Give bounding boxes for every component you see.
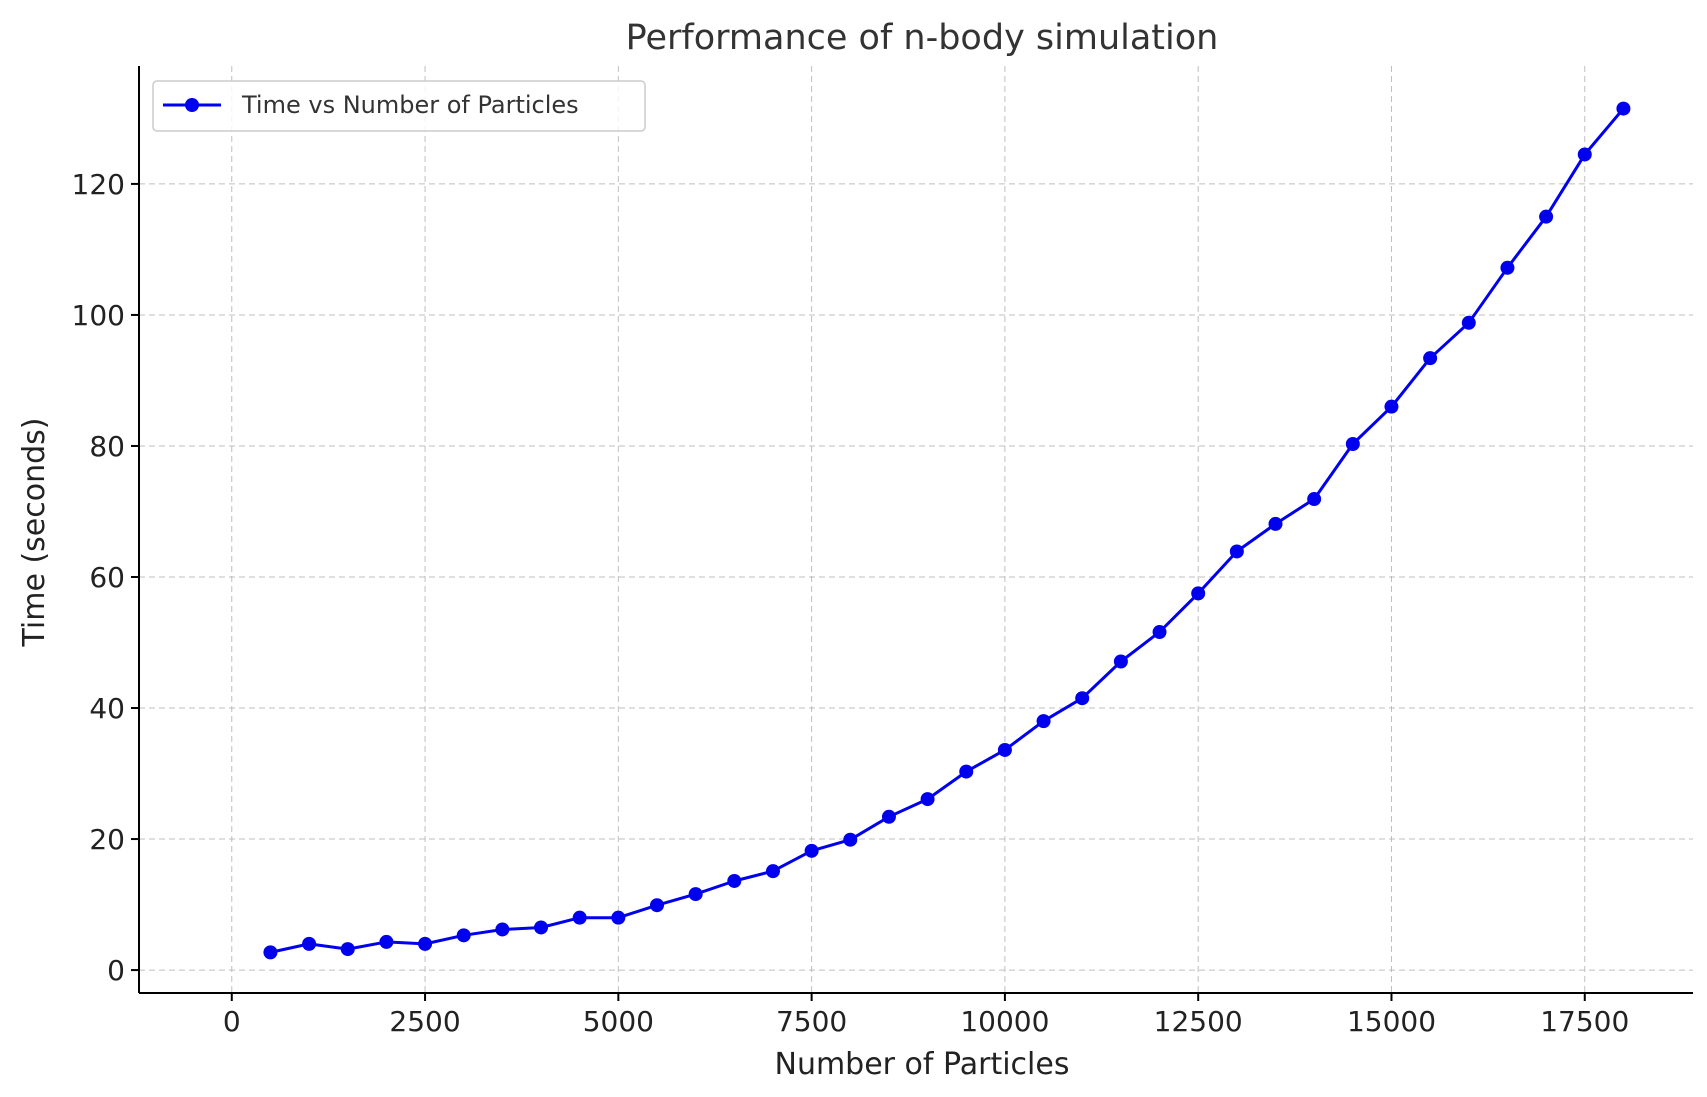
y-tick-label: 0 — [107, 954, 125, 987]
series-line — [270, 107, 1625, 954]
y-tick-label: 120 — [72, 168, 125, 201]
x-tick-label: 5000 — [583, 1005, 654, 1038]
data-point — [456, 928, 471, 943]
y-tick-label: 80 — [89, 430, 125, 463]
x-tick-label: 10000 — [960, 1005, 1049, 1038]
data-point — [650, 898, 664, 913]
chart-title: Performance of n-body simulation — [626, 18, 1219, 58]
data-point — [379, 934, 394, 949]
data-point — [1229, 544, 1244, 559]
data-point — [263, 945, 278, 960]
data-point — [1113, 654, 1128, 669]
data-point — [1539, 209, 1554, 224]
x-tick-label: 0 — [223, 1005, 241, 1038]
y-axis-label: Time (seconds) — [17, 418, 52, 648]
x-axis-label: Number of Particles — [775, 1047, 1070, 1082]
x-tick-label: 2500 — [389, 1005, 460, 1038]
x-tick-label: 15000 — [1347, 1005, 1436, 1038]
data-point — [959, 764, 974, 779]
data-point — [1191, 586, 1206, 601]
y-tick-label: 100 — [72, 299, 125, 332]
y-tick-label: 40 — [89, 692, 125, 725]
data-point — [1152, 625, 1167, 640]
x-tick-label: 12500 — [1154, 1005, 1243, 1038]
data-point — [1500, 260, 1515, 275]
data-point — [804, 843, 819, 858]
data-point — [1268, 516, 1283, 531]
data-point — [1423, 351, 1438, 366]
data-point — [727, 873, 742, 888]
data-point — [1036, 714, 1051, 729]
data-point — [1577, 147, 1592, 162]
data-point — [1345, 437, 1360, 452]
data-point — [1461, 315, 1476, 330]
data-point — [1384, 399, 1399, 414]
data-point — [843, 832, 858, 847]
data-point — [765, 864, 780, 879]
data-point — [881, 809, 896, 824]
data-point — [611, 910, 626, 925]
grid — [139, 66, 1693, 993]
legend-box — [152, 80, 646, 132]
data-point — [534, 920, 549, 935]
legend: Time vs Number of Particles — [152, 80, 646, 132]
y-tick-label: 20 — [89, 823, 125, 856]
series-layer — [263, 101, 1631, 960]
data-point — [495, 922, 510, 937]
data-point — [302, 936, 317, 951]
legend-marker-swatch — [185, 98, 199, 112]
data-point — [340, 942, 355, 957]
data-point — [688, 887, 703, 902]
data-point — [920, 792, 935, 807]
x-tick-label: 17500 — [1540, 1005, 1629, 1038]
legend-entry-label: Time vs Number of Particles — [241, 91, 579, 119]
data-point — [1307, 492, 1322, 507]
data-point — [418, 936, 433, 951]
data-point — [1075, 691, 1090, 706]
data-point — [997, 742, 1012, 757]
data-point — [1616, 101, 1631, 116]
axes-spines — [138, 66, 1693, 994]
y-tick-label: 60 — [89, 561, 125, 594]
x-tick-label: 7500 — [776, 1005, 847, 1038]
data-point — [572, 910, 587, 925]
ticks: 0 2500 5000 7500 10000 12500 15000 17500 0 20 40 60… — [72, 168, 1630, 1038]
